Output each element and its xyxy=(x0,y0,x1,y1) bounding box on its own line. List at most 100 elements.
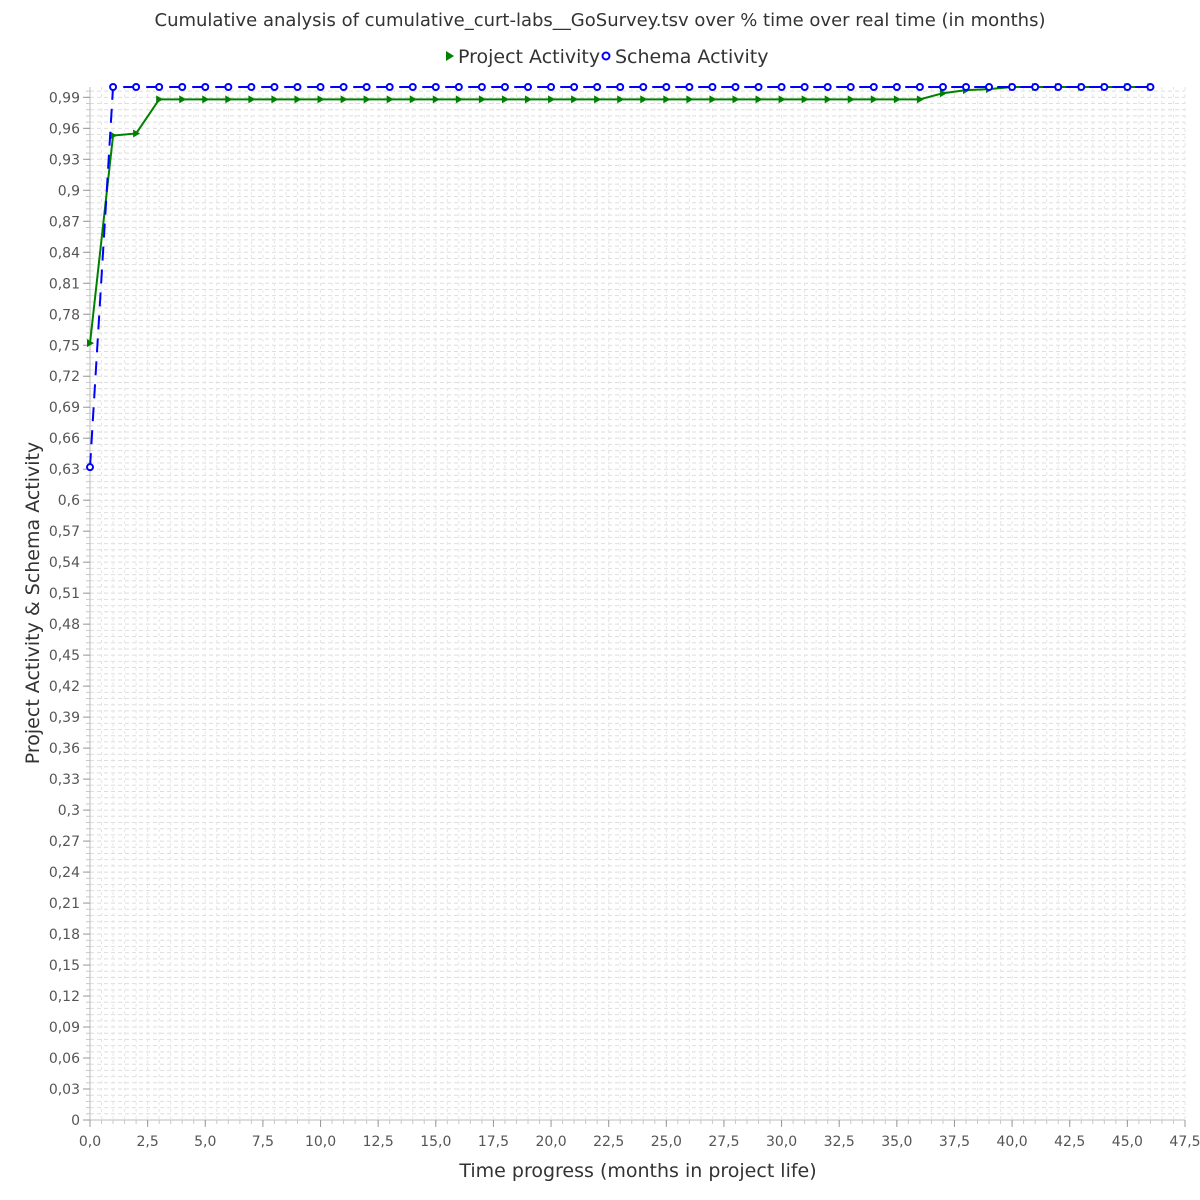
y-tick-label: 0,48 xyxy=(49,617,80,633)
y-tick-label: 0 xyxy=(71,1113,80,1129)
x-tick-label: 25,0 xyxy=(651,1134,682,1150)
data-point-project-activity xyxy=(755,95,763,104)
data-point-project-activity xyxy=(571,95,579,104)
data-point-schema-activity xyxy=(270,83,279,91)
data-point-project-activity xyxy=(363,95,371,104)
x-tick-label: 40,0 xyxy=(997,1134,1028,1150)
data-point-schema-activity xyxy=(915,83,924,91)
data-point-schema-activity xyxy=(155,83,164,91)
y-tick-label: 0,66 xyxy=(49,431,80,447)
y-tick-label: 0,99 xyxy=(49,90,80,106)
data-point-schema-activity xyxy=(892,83,901,91)
y-tick-label: 0,84 xyxy=(49,245,80,261)
data-point-schema-activity xyxy=(500,83,509,91)
data-point-schema-activity xyxy=(938,83,947,91)
data-point-schema-activity xyxy=(362,83,371,91)
data-point-schema-activity xyxy=(985,83,994,91)
data-point-schema-activity xyxy=(685,83,694,91)
data-point-project-activity xyxy=(202,95,210,104)
y-tick-label: 0,39 xyxy=(49,710,80,726)
data-point-schema-activity xyxy=(639,83,648,91)
x-tick-label: 35,0 xyxy=(881,1134,912,1150)
y-tick-label: 0,81 xyxy=(49,276,80,292)
y-tick-label: 0,18 xyxy=(49,927,80,943)
y-tick-label: 0,42 xyxy=(49,679,80,695)
data-point-project-activity xyxy=(594,95,602,104)
y-tick-label: 0,09 xyxy=(49,1020,80,1036)
data-point-schema-activity xyxy=(408,83,417,91)
data-point-schema-activity xyxy=(178,83,187,91)
y-tick-label: 0,12 xyxy=(49,989,80,1005)
y-tick-label: 0,3 xyxy=(58,803,80,819)
data-point-schema-activity xyxy=(823,83,832,91)
tick-labels: 0 0,03 0,06 0,09 0,12 0,15 0,18 0,21 0,24 0,27 0,3… xyxy=(49,90,1200,1150)
data-point-project-activity xyxy=(409,95,417,104)
data-point-schema-activity xyxy=(132,83,141,91)
data-point-schema-activity xyxy=(962,83,970,91)
data-point-schema-activity xyxy=(1146,83,1155,91)
data-point-project-activity xyxy=(501,95,509,104)
data-point-schema-activity xyxy=(477,83,486,91)
data-point-project-activity xyxy=(110,131,118,140)
data-point-project-activity xyxy=(847,95,855,104)
data-point-schema-activity xyxy=(800,83,809,91)
data-point-schema-activity xyxy=(1008,83,1017,91)
data-point-schema-activity xyxy=(1077,83,1086,91)
legend-marker-schema-activity-icon xyxy=(601,51,611,61)
legend-label-project-activity: Project Activity xyxy=(458,46,600,68)
x-tick-label: 5,0 xyxy=(194,1134,216,1150)
data-point-project-activity xyxy=(225,95,233,104)
legend-label-schema-activity: Schema Activity xyxy=(615,46,768,68)
data-point-project-activity xyxy=(340,95,348,104)
x-tick-label: 22,5 xyxy=(593,1134,624,1150)
data-point-project-activity xyxy=(686,95,694,104)
y-tick-label: 0,54 xyxy=(49,555,80,571)
y-tick-label: 0,78 xyxy=(49,307,80,323)
y-tick-label: 0,63 xyxy=(49,462,80,478)
data-point-project-activity xyxy=(548,95,556,104)
data-point-schema-activity xyxy=(731,83,740,91)
grid xyxy=(89,87,1186,1121)
data-point-schema-activity xyxy=(86,463,94,472)
data-point-project-activity xyxy=(640,95,648,104)
data-point-schema-activity xyxy=(616,83,625,91)
data-point-schema-activity xyxy=(846,83,855,91)
data-point-project-activity xyxy=(432,95,440,104)
x-tick-label: 27,5 xyxy=(708,1134,739,1150)
data-point-schema-activity xyxy=(1100,83,1109,91)
chart-legend: Project Activity Schema Activity xyxy=(446,46,768,68)
y-tick-label: 0,9 xyxy=(58,183,80,199)
y-tick-label: 0,75 xyxy=(49,338,80,354)
data-point-schema-activity xyxy=(201,83,210,91)
data-point-project-activity xyxy=(271,95,279,104)
x-tick-label: 17,5 xyxy=(478,1134,509,1150)
axes xyxy=(83,87,1186,1127)
y-tick-label: 0,33 xyxy=(49,772,80,788)
chart-title: Cumulative analysis of cumulative_curt-l… xyxy=(155,10,1046,31)
data-point-schema-activity xyxy=(431,83,440,91)
data-point-schema-activity xyxy=(454,83,463,91)
x-tick-label: 20,0 xyxy=(535,1134,566,1150)
data-point-schema-activity xyxy=(316,83,325,91)
series-layer xyxy=(86,83,1155,472)
data-point-project-activity xyxy=(156,95,164,104)
data-point-schema-activity xyxy=(570,83,579,91)
y-tick-label: 0,69 xyxy=(49,400,80,416)
data-point-project-activity xyxy=(133,129,141,138)
y-tick-label: 0,24 xyxy=(49,865,80,881)
data-point-schema-activity xyxy=(524,83,532,91)
x-tick-label: 12,5 xyxy=(363,1134,394,1150)
data-point-project-activity xyxy=(455,95,463,104)
data-point-project-activity xyxy=(294,95,302,104)
data-point-project-activity xyxy=(824,95,832,104)
x-tick-label: 45,0 xyxy=(1112,1134,1143,1150)
data-point-schema-activity xyxy=(247,83,256,91)
data-point-schema-activity xyxy=(293,83,302,91)
data-point-schema-activity xyxy=(1123,83,1132,91)
x-tick-label: 42,5 xyxy=(1054,1134,1085,1150)
data-point-project-activity xyxy=(317,95,325,104)
data-point-schema-activity xyxy=(224,83,233,91)
x-tick-label: 10,0 xyxy=(305,1134,336,1150)
y-tick-label: 0,51 xyxy=(49,586,80,602)
